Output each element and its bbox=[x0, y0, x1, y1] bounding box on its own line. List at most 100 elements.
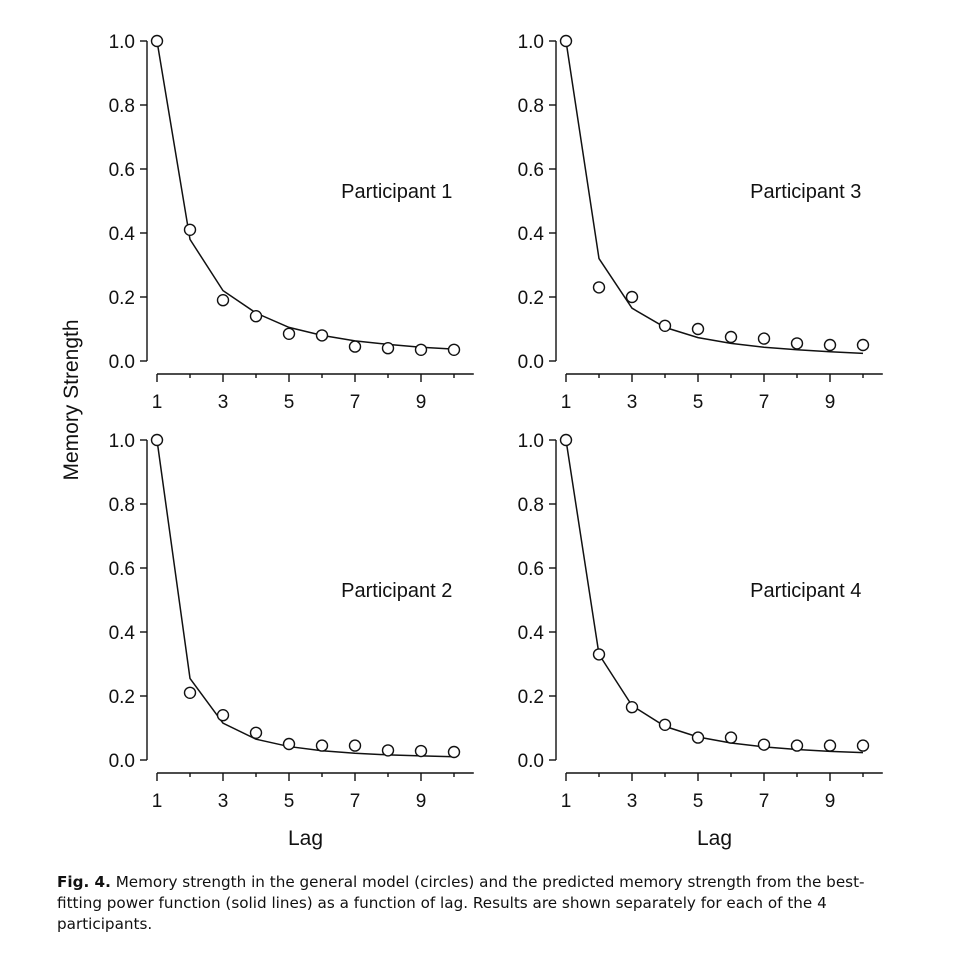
fit-line bbox=[565, 439, 864, 754]
data-point bbox=[315, 739, 329, 752]
data-point bbox=[757, 332, 771, 345]
data-point bbox=[559, 34, 573, 48]
y-tick-label: 0.6 bbox=[518, 160, 544, 181]
data-point bbox=[658, 319, 672, 332]
y-tick-label: 1.0 bbox=[518, 431, 544, 452]
y-tick-label: 1.0 bbox=[518, 32, 544, 53]
data-point bbox=[823, 739, 837, 752]
x-tick-label: 7 bbox=[759, 791, 770, 812]
x-tick-label: 5 bbox=[284, 392, 295, 413]
panel-title: Participant 2 bbox=[341, 580, 452, 602]
data-point bbox=[150, 433, 164, 447]
panel-title: Participant 3 bbox=[750, 181, 861, 203]
y-tick-label: 0.2 bbox=[109, 687, 135, 708]
y-tick-label: 0.8 bbox=[518, 495, 544, 516]
y-tick-label: 0.4 bbox=[518, 623, 545, 644]
data-point bbox=[790, 337, 804, 350]
data-point bbox=[282, 737, 296, 751]
y-tick-label: 0.0 bbox=[109, 751, 135, 772]
panel-title: Participant 4 bbox=[750, 580, 861, 602]
data-point bbox=[249, 726, 263, 739]
data-point bbox=[757, 738, 771, 751]
y-tick-label: 0.6 bbox=[109, 160, 135, 181]
data-point bbox=[724, 330, 738, 344]
x-tick-label: 9 bbox=[416, 392, 427, 413]
panel-participant-3: 0.0 0.2 0.4 0.6 0.8 1.0 1 3 5 7 9 Participant 3 bbox=[518, 32, 883, 413]
y-axis-title: Memory Strength bbox=[60, 319, 83, 480]
panel-participant-1: 0.0 0.2 0.4 0.6 0.8 1.0 1 3 5 7 9 Participant 1 bbox=[109, 32, 474, 413]
y-tick-label: 1.0 bbox=[109, 431, 135, 452]
y-tick-label: 0.0 bbox=[518, 751, 544, 772]
y-tick-label: 0.0 bbox=[518, 352, 544, 373]
y-tick-label: 0.4 bbox=[518, 224, 545, 245]
data-point bbox=[381, 342, 395, 355]
data-point bbox=[249, 310, 263, 323]
y-tick-label: 0.4 bbox=[109, 224, 136, 245]
data-point bbox=[823, 338, 837, 352]
x-tick-label: 1 bbox=[561, 791, 572, 812]
x-tick-label: 1 bbox=[152, 791, 163, 812]
x-tick-label: 9 bbox=[416, 791, 427, 812]
y-tick-label: 0.8 bbox=[109, 96, 135, 117]
y-tick-label: 0.2 bbox=[518, 288, 544, 309]
caption-text: Memory strength in the general model (ci… bbox=[57, 873, 865, 933]
x-tick-label: 7 bbox=[759, 392, 770, 413]
data-point bbox=[691, 322, 705, 336]
y-tick-label: 0.2 bbox=[518, 687, 544, 708]
data-point bbox=[282, 327, 296, 340]
data-point bbox=[691, 731, 705, 744]
x-tick-label: 1 bbox=[561, 392, 572, 413]
x-tick-label: 3 bbox=[627, 392, 638, 413]
x-tick-label: 9 bbox=[825, 392, 836, 413]
y-tick-label: 0.6 bbox=[518, 559, 544, 580]
y-tick-label: 0.8 bbox=[518, 96, 544, 117]
data-point bbox=[216, 294, 230, 307]
x-tick-label: 3 bbox=[218, 791, 229, 812]
data-point bbox=[447, 343, 461, 356]
data-point bbox=[183, 686, 197, 699]
x-tick-label: 7 bbox=[350, 392, 361, 413]
fit-line bbox=[565, 40, 864, 355]
data-point bbox=[658, 718, 672, 731]
data-point bbox=[592, 648, 606, 661]
y-tick-label: 0.2 bbox=[109, 288, 135, 309]
x-tick-label: 5 bbox=[693, 791, 704, 812]
data-point bbox=[216, 709, 230, 722]
data-point bbox=[414, 744, 428, 758]
y-tick-label: 0.6 bbox=[109, 559, 135, 580]
data-point bbox=[559, 433, 573, 447]
data-point bbox=[315, 329, 329, 342]
data-point bbox=[150, 34, 164, 48]
x-axis-title: Lag bbox=[697, 827, 732, 850]
panel-participant-4: 0.0 0.2 0.4 0.6 0.8 1.0 1 3 5 7 9 Lag Participant 4 bbox=[518, 431, 883, 850]
data-point bbox=[724, 731, 738, 744]
data-point bbox=[856, 739, 870, 752]
y-tick-label: 0.8 bbox=[109, 495, 135, 516]
x-tick-label: 3 bbox=[627, 791, 638, 812]
x-tick-label: 1 bbox=[152, 392, 163, 413]
data-point bbox=[790, 739, 804, 752]
figure-caption: Fig. 4. Memory strength in the general m… bbox=[57, 872, 887, 935]
data-point bbox=[625, 701, 639, 714]
data-point bbox=[183, 223, 197, 237]
data-point bbox=[414, 343, 428, 356]
x-tick-label: 5 bbox=[284, 791, 295, 812]
x-tick-label: 3 bbox=[218, 392, 229, 413]
x-tick-label: 9 bbox=[825, 791, 836, 812]
data-point bbox=[592, 281, 606, 294]
x-tick-label: 5 bbox=[693, 392, 704, 413]
fit-line bbox=[156, 439, 455, 758]
x-tick-label: 7 bbox=[350, 791, 361, 812]
data-point bbox=[625, 290, 639, 304]
panel-participant-2: 0.0 0.2 0.4 0.6 0.8 1.0 1 3 5 7 9 Lag Participant 2 bbox=[109, 431, 474, 850]
y-tick-label: 0.4 bbox=[109, 623, 136, 644]
data-point bbox=[856, 338, 870, 352]
fit-line bbox=[156, 40, 455, 350]
caption-label: Fig. 4. bbox=[57, 873, 111, 891]
data-point bbox=[348, 739, 362, 752]
data-point bbox=[381, 744, 395, 757]
figure-canvas: Memory Strength 0.0 0.2 0.4 0.6 0.8 1.0 1 3 5 7 9 P… bbox=[60, 32, 883, 850]
panel-title: Participant 1 bbox=[341, 181, 452, 203]
x-axis-title: Lag bbox=[288, 827, 323, 850]
y-tick-label: 1.0 bbox=[109, 32, 135, 53]
